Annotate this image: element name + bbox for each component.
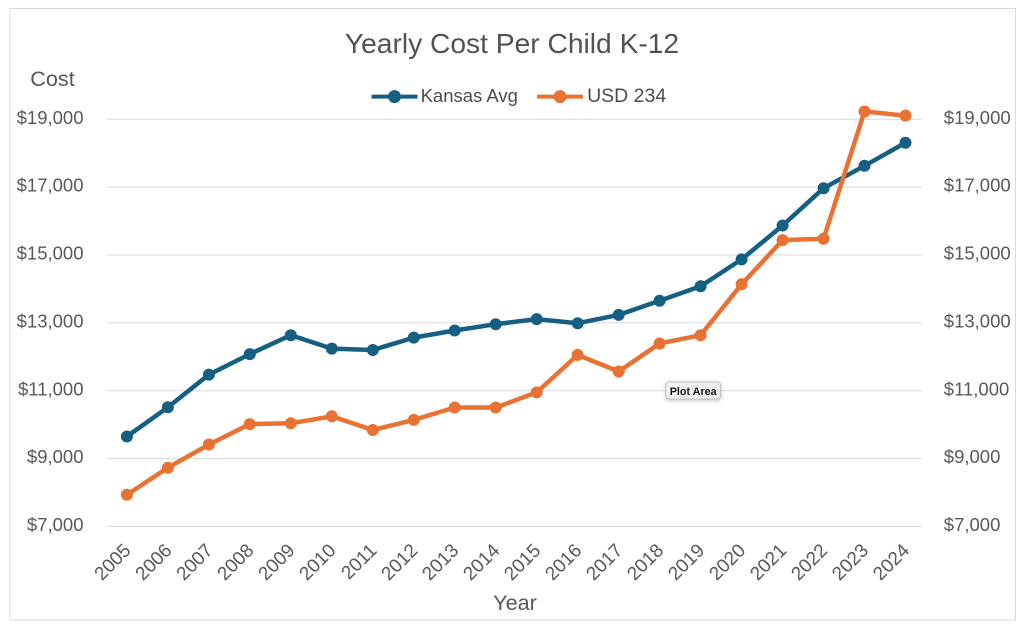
svg-text:Cost: Cost — [30, 66, 74, 91]
svg-text:$9,000: $9,000 — [944, 446, 1001, 467]
svg-text:$11,000: $11,000 — [18, 378, 84, 399]
svg-text:Yearly Cost Per Child K-12: Yearly Cost Per Child K-12 — [345, 27, 679, 59]
svg-text:Kansas Avg: Kansas Avg — [421, 85, 518, 106]
svg-text:$13,000: $13,000 — [944, 310, 1011, 331]
svg-text:$7,000: $7,000 — [944, 514, 1001, 535]
svg-text:USD 234: USD 234 — [587, 85, 666, 107]
svg-text:Year: Year — [493, 590, 537, 615]
svg-text:$17,000: $17,000 — [17, 175, 84, 196]
svg-text:$13,000: $13,000 — [17, 310, 84, 331]
svg-text:$19,000: $19,000 — [17, 107, 84, 128]
svg-text:$7,000: $7,000 — [27, 514, 84, 535]
svg-text:Plot Area: Plot Area — [670, 386, 718, 398]
svg-text:$19,000: $19,000 — [944, 107, 1011, 128]
svg-text:$15,000: $15,000 — [944, 243, 1011, 264]
svg-text:$9,000: $9,000 — [27, 446, 84, 467]
svg-text:$11,000: $11,000 — [944, 378, 1010, 399]
svg-text:$15,000: $15,000 — [17, 243, 84, 264]
svg-text:$17,000: $17,000 — [944, 175, 1011, 196]
